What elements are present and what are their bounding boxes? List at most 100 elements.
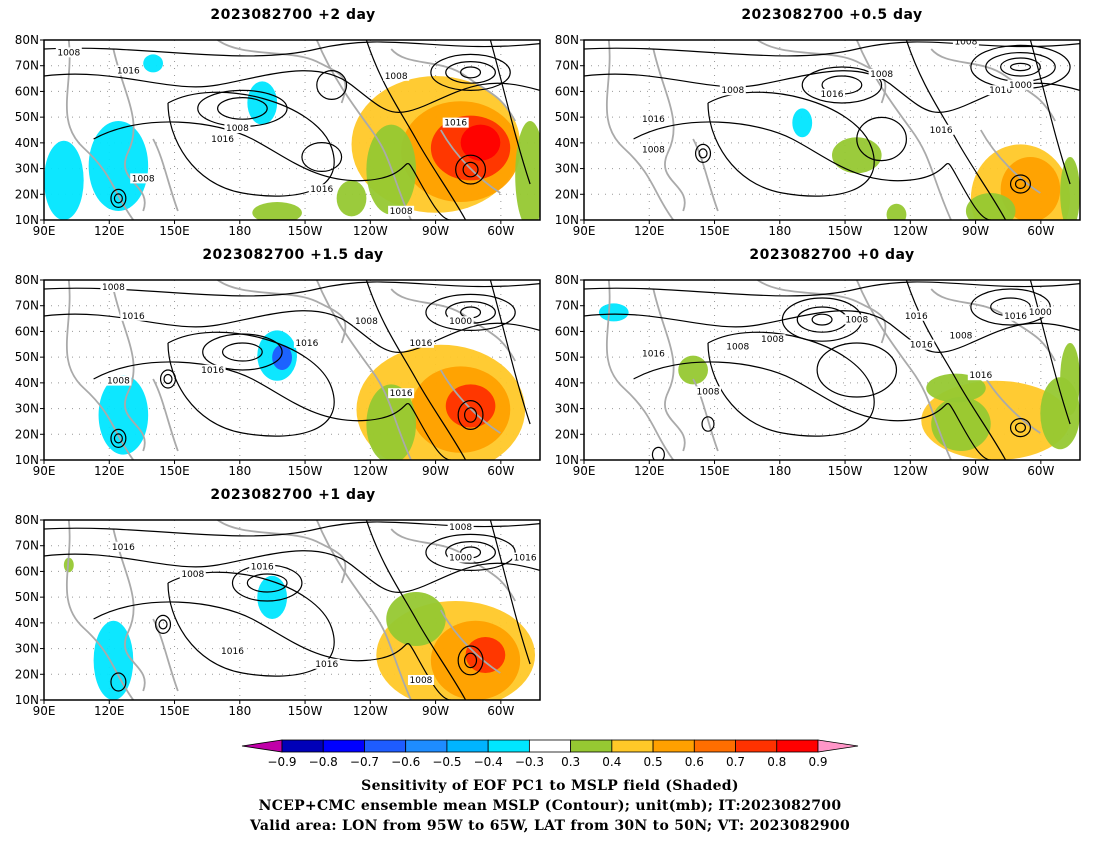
lat-tick-label: 80N [555, 273, 579, 287]
lon-tick-label: 150W [288, 224, 323, 238]
contour-label: 1008 [102, 283, 125, 293]
lat-tick-label: 80N [15, 513, 39, 527]
contour-label-bg [447, 552, 474, 563]
contour-label-bg [442, 117, 469, 128]
lat-tick-label: 10N [15, 213, 39, 227]
isobar-contour [158, 619, 168, 630]
isobar-contour [445, 61, 496, 84]
contour-label-bg [120, 310, 147, 321]
contour-label-bg [55, 47, 82, 58]
contour-label-bg [1027, 307, 1054, 318]
contour-label: 1008 [726, 342, 749, 352]
contour-label-bg [105, 375, 132, 386]
isobar-contour [464, 407, 478, 423]
isobar-contour [584, 310, 1080, 353]
coastline [390, 288, 516, 362]
contour-label-bg [947, 330, 974, 341]
contour-label-bg [928, 124, 955, 135]
lat-tick-label: 30N [15, 642, 39, 656]
isobar-contour [1009, 418, 1031, 438]
lon-tick-label: 120W [893, 464, 928, 478]
colorbar-tick-label: −0.6 [391, 755, 420, 769]
lon-tick-label: 90E [33, 464, 56, 478]
sensitivity-shading [1060, 343, 1080, 415]
colorbar-box [570, 739, 613, 753]
contour-label-bg [224, 123, 251, 133]
sensitivity-shading [460, 124, 501, 161]
contour-label-bg [512, 552, 539, 563]
contour-label-bg [640, 144, 667, 155]
contour-label-bg [219, 646, 246, 657]
isobar-contour [93, 121, 451, 220]
lon-tick-label: 60W [1027, 224, 1054, 238]
lat-tick-label: 40N [15, 136, 39, 150]
coastline [757, 280, 887, 344]
contour-label-bg [819, 88, 845, 99]
isobar-contour [113, 433, 123, 444]
sensitivity-shading [143, 54, 164, 73]
isobar-contour [457, 645, 484, 676]
isobar-contour [44, 310, 540, 353]
contour-label: 1008 [954, 38, 977, 48]
lat-tick-label: 40N [15, 616, 39, 630]
colorbar-box [446, 739, 489, 753]
map-frame [583, 279, 1081, 461]
contour-label-bg [952, 40, 979, 47]
isobar-contour [425, 533, 516, 572]
lon-tick-label: 180 [768, 224, 791, 238]
isobar-contour [365, 520, 467, 700]
contour-label-bg [209, 133, 236, 144]
contour-label: 1016 [989, 86, 1012, 96]
contour-label: 1008 [132, 174, 155, 184]
lon-tick-label: 60W [487, 464, 514, 478]
contour-label: 1016 [905, 312, 928, 322]
isobar-contour [163, 373, 173, 385]
lat-tick-label: 40N [555, 376, 579, 390]
contour-label: 1000 [449, 317, 472, 327]
coastline [152, 138, 179, 212]
sensitivity-shading [886, 203, 907, 220]
contour-label-bg [868, 69, 895, 79]
sensitivity-shading [792, 108, 813, 138]
sensitivity-shading [93, 620, 134, 700]
colorbar-tick-label: 0.3 [561, 755, 580, 769]
isobar-contour [905, 40, 1007, 220]
lon-tick-label: 120W [893, 224, 928, 238]
isobar-contour [316, 69, 348, 100]
caption-line-1: Sensitivity of EOF PC1 to MSLP field (Sh… [361, 778, 739, 794]
lat-tick-label: 70N [555, 299, 579, 313]
caption-line-3: Valid area: LON from 95W to 65W, LAT fro… [249, 818, 851, 834]
lat-tick-label: 20N [15, 427, 39, 441]
contour-label-bg [1002, 310, 1029, 321]
lon-tick-label: 90E [33, 224, 56, 238]
lat-tick-label: 70N [15, 59, 39, 73]
contour-label-bg [130, 173, 157, 184]
map-plot-area: 1016 1008 1016 1016 1016 1008 1000 1016 1008 10N 2… [15, 513, 541, 718]
contour-label-bg [1007, 79, 1034, 90]
lat-tick-label: 50N [15, 350, 39, 364]
lat-tick-label: 50N [555, 110, 579, 124]
contour-label: 1008 [449, 523, 472, 533]
contour-label: 1016 [295, 339, 318, 349]
contour-label: 1016 [310, 185, 333, 195]
lon-tick-label: 90E [573, 464, 596, 478]
isobar-contour [167, 331, 335, 437]
sensitivity-shading [247, 81, 278, 125]
contour-label: 1008 [107, 377, 130, 387]
coastline [112, 48, 146, 212]
lon-tick-label: 150E [159, 224, 190, 238]
isobar-contour [202, 333, 283, 371]
coastline [930, 48, 1056, 122]
contour-label: 1000 [1029, 308, 1052, 318]
sensitivity-shading [1060, 157, 1080, 220]
colorbar-tick-label: 0.8 [767, 755, 786, 769]
colorbar-box [652, 739, 695, 753]
coastline [652, 48, 686, 212]
isobar-contour [464, 652, 478, 669]
coastline [440, 129, 501, 194]
lon-tick-label: 90W [422, 464, 449, 478]
contour-label-bg [967, 370, 994, 381]
lat-tick-label: 40N [555, 136, 579, 150]
coastline [855, 280, 952, 460]
lon-tick-label: 180 [228, 704, 251, 718]
